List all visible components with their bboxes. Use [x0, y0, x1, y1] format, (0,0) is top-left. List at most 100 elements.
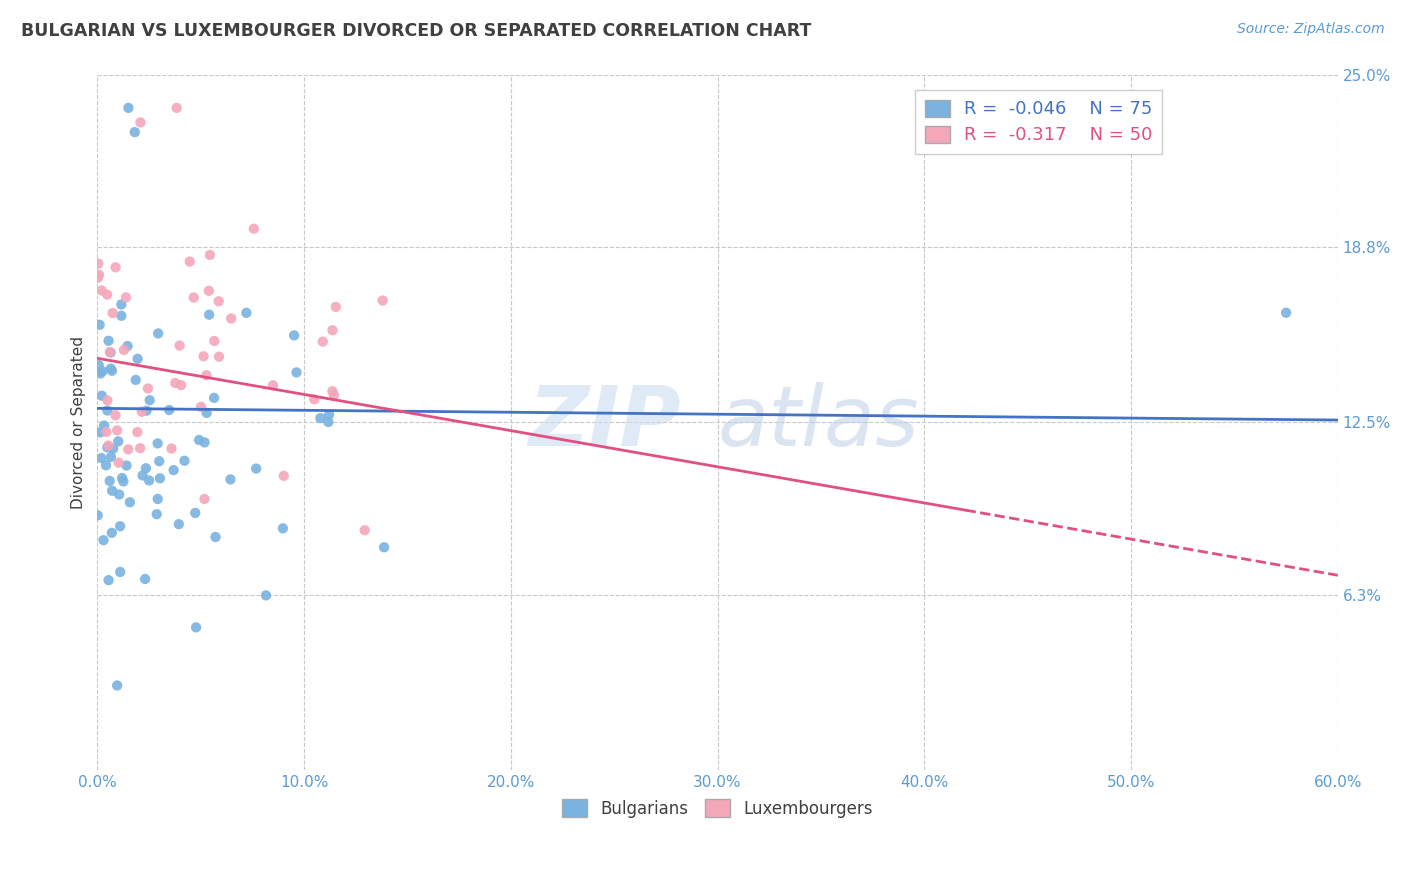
Point — [96, 440, 118, 454]
Point — [97, 439, 120, 453]
Point — [166, 101, 188, 115]
Point — [107, 456, 129, 470]
Point — [125, 373, 148, 387]
Point — [193, 435, 215, 450]
Point — [104, 260, 127, 275]
Point — [105, 424, 128, 438]
Point — [193, 349, 215, 363]
Point — [219, 311, 242, 326]
Point — [146, 326, 169, 341]
Y-axis label: Divorced or Separated: Divorced or Separated — [72, 335, 86, 508]
Point — [90, 451, 112, 466]
Point — [190, 400, 212, 414]
Point — [162, 463, 184, 477]
Point — [96, 403, 118, 417]
Point — [112, 475, 135, 489]
Point — [90, 389, 112, 403]
Point — [135, 461, 157, 475]
Point — [104, 408, 127, 422]
Point — [96, 393, 118, 408]
Point — [198, 248, 221, 262]
Point — [167, 517, 190, 532]
Point — [173, 454, 195, 468]
Point — [101, 306, 124, 320]
Point — [202, 391, 225, 405]
Point — [304, 392, 326, 407]
Point — [110, 297, 132, 311]
Point — [322, 323, 344, 337]
Point — [136, 381, 159, 395]
Point — [322, 388, 344, 402]
Point — [254, 588, 277, 602]
Point — [235, 306, 257, 320]
Point — [129, 441, 152, 455]
Point — [325, 300, 347, 314]
Point — [108, 487, 131, 501]
Point — [110, 309, 132, 323]
Point — [138, 393, 160, 408]
Point — [117, 101, 139, 115]
Point — [131, 405, 153, 419]
Point — [195, 406, 218, 420]
Point — [318, 415, 340, 429]
Point — [134, 572, 156, 586]
Point — [312, 334, 335, 349]
Point — [89, 318, 111, 332]
Text: Source: ZipAtlas.com: Source: ZipAtlas.com — [1237, 22, 1385, 37]
Point — [219, 472, 242, 486]
Point — [285, 366, 308, 380]
Point — [101, 364, 124, 378]
Point — [273, 468, 295, 483]
Point — [318, 408, 340, 422]
Point — [184, 620, 207, 634]
Point — [100, 345, 122, 359]
Point — [198, 308, 221, 322]
Point — [115, 290, 138, 304]
Point — [101, 483, 124, 498]
Point — [208, 350, 231, 364]
Point — [271, 521, 294, 535]
Point — [195, 368, 218, 383]
Point — [202, 334, 225, 348]
Point — [89, 425, 111, 440]
Point — [184, 506, 207, 520]
Point — [127, 351, 149, 366]
Point — [371, 293, 394, 308]
Point — [87, 358, 110, 372]
Point — [108, 565, 131, 579]
Point — [112, 343, 135, 357]
Point — [105, 678, 128, 692]
Point — [160, 442, 183, 456]
Point — [90, 284, 112, 298]
Point — [91, 364, 114, 378]
Point — [193, 491, 215, 506]
Point — [146, 436, 169, 450]
Point — [321, 384, 343, 399]
Point — [117, 339, 139, 353]
Point — [245, 461, 267, 475]
Legend: Bulgarians, Luxembourgers: Bulgarians, Luxembourgers — [555, 793, 880, 824]
Point — [149, 471, 172, 485]
Point — [100, 361, 122, 376]
Point — [169, 338, 191, 352]
Point — [138, 474, 160, 488]
Point — [157, 403, 180, 417]
Point — [262, 378, 284, 392]
Point — [309, 411, 332, 425]
Point — [107, 434, 129, 449]
Point — [100, 450, 122, 464]
Point — [101, 525, 124, 540]
Point — [87, 270, 110, 285]
Point — [131, 468, 153, 483]
Point — [243, 221, 266, 235]
Text: BULGARIAN VS LUXEMBOURGER DIVORCED OR SEPARATED CORRELATION CHART: BULGARIAN VS LUXEMBOURGER DIVORCED OR SE… — [21, 22, 811, 40]
Point — [204, 530, 226, 544]
Point — [135, 403, 157, 417]
Point — [93, 533, 115, 548]
Point — [117, 442, 139, 457]
Point — [93, 418, 115, 433]
Point — [97, 573, 120, 587]
Point — [148, 454, 170, 468]
Point — [1275, 306, 1298, 320]
Point — [165, 376, 187, 390]
